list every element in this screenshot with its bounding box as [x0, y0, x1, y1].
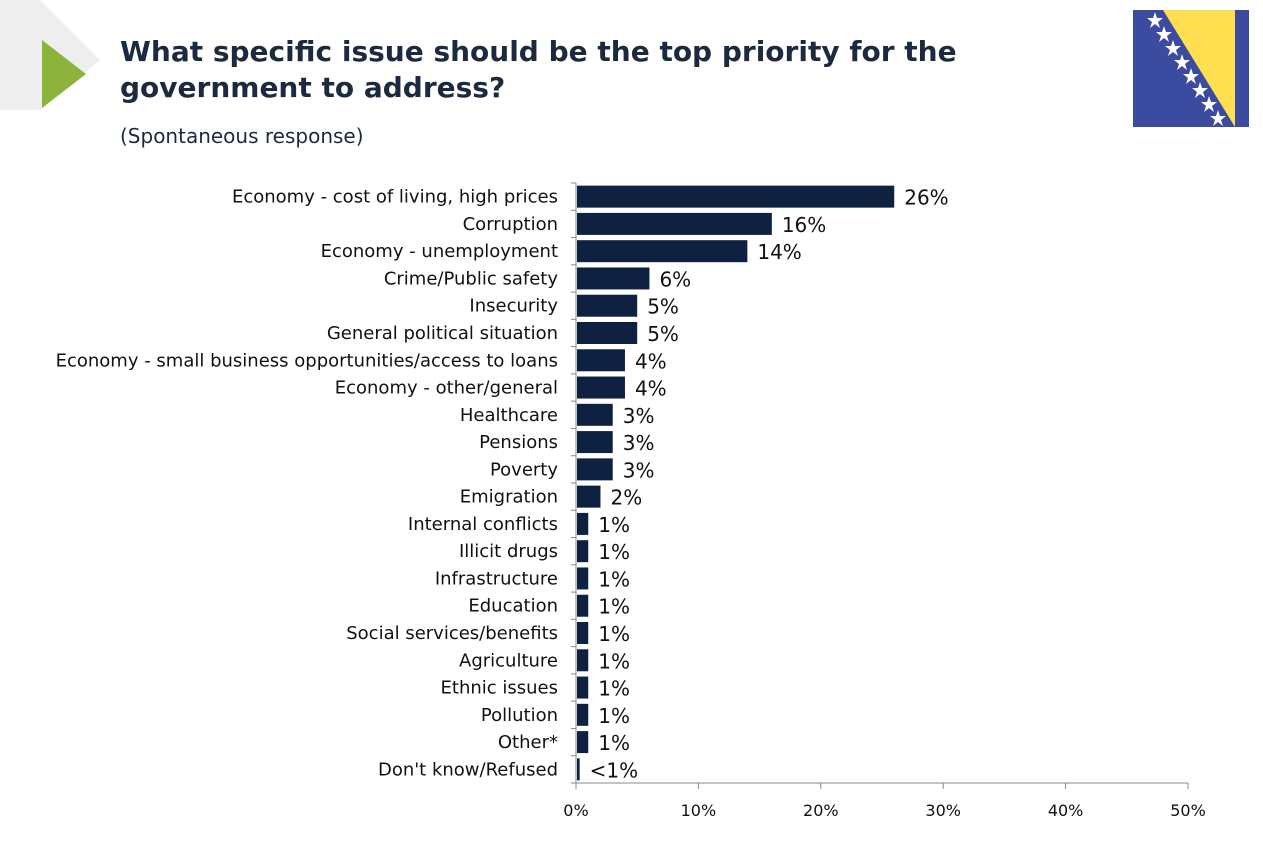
bar — [577, 431, 613, 454]
bar-value-label: 6% — [659, 267, 691, 291]
category-label: Illicit drugs — [459, 541, 558, 562]
bar-value-label: 1% — [598, 540, 630, 564]
category-label: Economy - cost of living, high prices — [232, 187, 558, 208]
bar-value-label: 1% — [598, 622, 630, 646]
bosnia-herzegovina-flag-icon — [1133, 10, 1249, 127]
category-label: Pensions — [479, 432, 558, 453]
slide-decoration — [0, 0, 100, 110]
bar-value-label: 5% — [647, 322, 679, 346]
category-label: Crime/Public safety — [384, 268, 559, 289]
bar-value-label: 3% — [623, 458, 655, 482]
x-tick-label: 30% — [925, 801, 961, 820]
bar — [577, 349, 625, 372]
bar — [577, 458, 613, 481]
bar-value-label: 26% — [904, 186, 948, 210]
category-label: Corruption — [463, 214, 558, 235]
category-label: Healthcare — [460, 405, 558, 426]
category-label: Don't know/Refused — [378, 759, 558, 780]
bar-value-label: 16% — [782, 213, 826, 237]
category-label: Poverty — [490, 459, 558, 480]
bar — [577, 185, 895, 208]
bar — [577, 567, 589, 590]
play-triangle-icon — [42, 40, 86, 108]
x-tick-label: 20% — [803, 801, 839, 820]
bar — [577, 212, 772, 235]
category-label: Ethnic issues — [441, 678, 558, 699]
category-label: Emigration — [460, 487, 558, 508]
bar-value-label: 4% — [635, 349, 667, 373]
category-label: Agriculture — [459, 650, 558, 671]
category-label: Other* — [498, 732, 558, 753]
category-label: Education — [468, 596, 558, 617]
bar — [577, 267, 650, 290]
bar — [577, 485, 601, 508]
bar — [577, 376, 625, 399]
category-label: Pollution — [481, 705, 558, 726]
bar-value-label: 1% — [598, 704, 630, 728]
bar-value-label: 4% — [635, 377, 667, 401]
bar — [577, 512, 589, 535]
category-label: Internal conflicts — [408, 514, 558, 535]
bar — [577, 676, 589, 699]
bar — [577, 594, 589, 617]
bar-value-label: 14% — [757, 240, 801, 264]
category-label: General political situation — [327, 323, 558, 344]
bar-value-label: 1% — [598, 649, 630, 673]
bar-value-label: 1% — [598, 731, 630, 755]
category-label: Social services/benefits — [346, 623, 558, 644]
bar — [577, 540, 589, 563]
x-tick-label: 0% — [563, 801, 588, 820]
bar — [577, 240, 748, 263]
bar-value-label: 2% — [610, 486, 642, 510]
category-label: Insecurity — [469, 296, 558, 317]
bar — [577, 731, 589, 754]
bar-value-label: 1% — [598, 677, 630, 701]
category-label: Economy - other/general — [335, 378, 558, 399]
bar — [577, 649, 589, 672]
bar — [577, 703, 589, 726]
category-label: Economy - unemployment — [321, 241, 558, 262]
chart-subtitle: (Spontaneous response) — [120, 124, 364, 148]
bar-value-label: 1% — [598, 567, 630, 591]
bar-value-label: 3% — [623, 404, 655, 428]
bar — [577, 322, 638, 344]
chart-title: What specific issue should be the top pr… — [120, 35, 957, 104]
x-tick-label: 10% — [681, 801, 717, 820]
x-tick-label: 50% — [1170, 801, 1206, 820]
bar — [577, 294, 638, 317]
bar-value-label: 5% — [647, 295, 679, 319]
bar-value-label: <1% — [590, 758, 639, 782]
x-tick-label: 40% — [1048, 801, 1084, 820]
category-label: Infrastructure — [435, 568, 558, 589]
bar — [577, 758, 580, 781]
category-label: Economy - small business opportunities/a… — [56, 350, 558, 371]
bar-value-label: 1% — [598, 595, 630, 619]
bar-value-label: 3% — [623, 431, 655, 455]
bar — [577, 403, 613, 426]
bar — [577, 622, 589, 644]
bar-value-label: 1% — [598, 513, 630, 537]
